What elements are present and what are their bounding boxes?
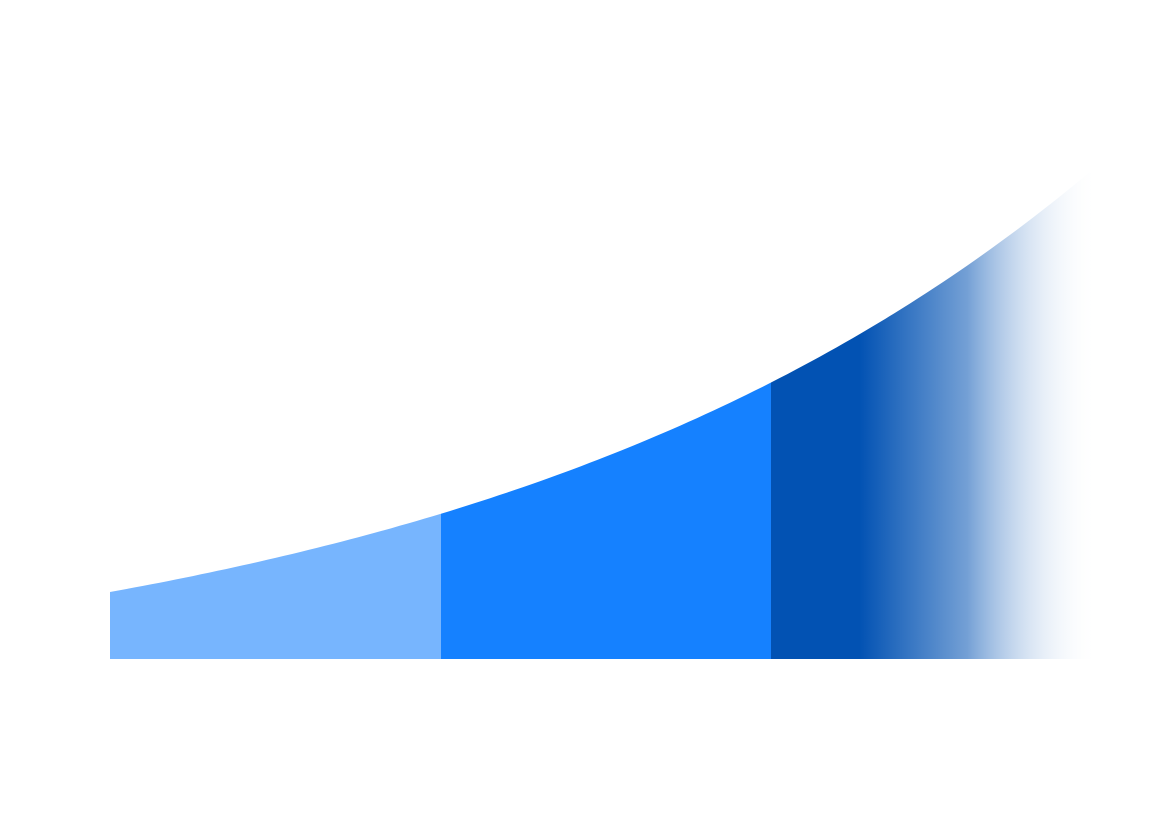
- curve-segment-3-fading: [771, 165, 1098, 659]
- curve-segment-2: [441, 382, 771, 659]
- curve-segment-1: [110, 513, 441, 659]
